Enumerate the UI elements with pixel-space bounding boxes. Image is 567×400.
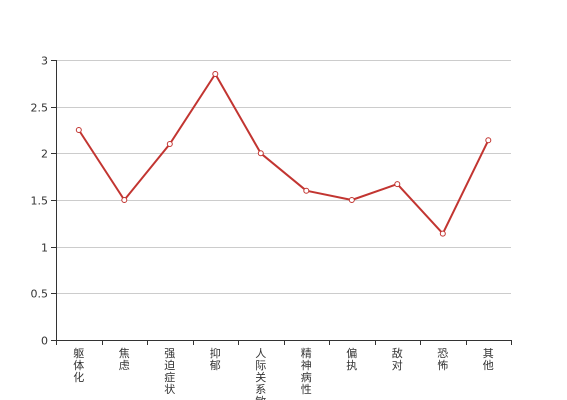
y-tick-label-0: 0 [41, 335, 48, 348]
x-tick-label-3: 抑郁 [210, 346, 221, 372]
x-tick-label-0: 躯体化 [73, 347, 84, 384]
series-line-0 [77, 73, 490, 235]
data-point-8[interactable] [439, 230, 446, 237]
data-point-9[interactable] [485, 137, 492, 144]
data-point-3[interactable] [212, 71, 219, 77]
x-tick-label-1: 焦虑 [119, 347, 130, 372]
x-tick-label-7: 敌对 [392, 346, 403, 372]
y-tick-label-4: 2 [41, 148, 48, 161]
data-point-0[interactable] [75, 127, 82, 133]
y-tick-label-3: 1.5 [31, 195, 49, 208]
axes [51, 60, 512, 345]
x-tick-label-2: 强迫症状 [164, 347, 175, 396]
y-tick-label-1: 0.5 [31, 288, 49, 301]
x-tick-label-4: 人际关系敏感 [255, 347, 266, 400]
x-axis-tick-labels: 躯体化 焦虑 强迫症状 抑郁 人际关系敏感 精神病性 偏执 敌对 恐怖 其他 [73, 346, 494, 400]
y-tick-label-2: 1 [41, 242, 48, 255]
data-point-1[interactable] [121, 197, 128, 203]
y-axis-tick-labels: 0 0.5 1 1.5 2 2.5 3 [31, 55, 49, 348]
grid-lines [56, 60, 511, 294]
data-point-2[interactable] [166, 141, 173, 147]
data-point-5[interactable] [303, 187, 310, 194]
x-tick-label-5: 精神病性 [301, 347, 312, 396]
y-tick-label-5: 2.5 [31, 102, 49, 115]
data-point-4[interactable] [257, 150, 264, 157]
data-point-6[interactable] [348, 197, 355, 203]
data-point-7[interactable] [394, 181, 401, 188]
y-tick-label-6: 3 [41, 55, 48, 68]
x-tick-label-6: 偏执 [346, 346, 357, 372]
series-layer [75, 71, 492, 237]
x-tick-label-9: 其他 [483, 347, 494, 372]
x-tick-label-8: 恐怖 [437, 347, 448, 372]
